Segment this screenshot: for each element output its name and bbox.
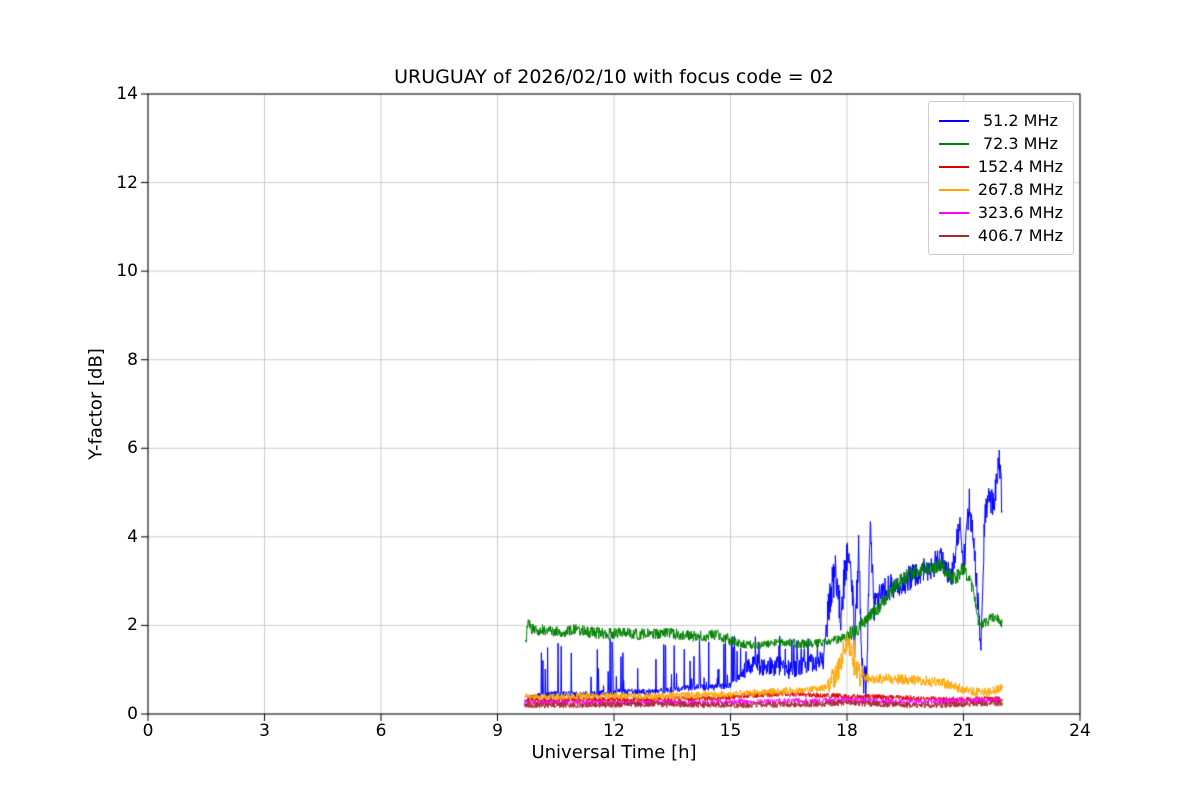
legend-label: 152.4 MHz [977, 157, 1063, 176]
legend-item: 267.8 MHz [938, 178, 1063, 201]
x-tick-label: 9 [492, 721, 503, 741]
legend-label: 72.3 MHz [977, 134, 1058, 153]
y-tick-label: 12 [116, 172, 138, 193]
legend-item: 406.7 MHz [938, 224, 1063, 247]
legend-item: 152.4 MHz [938, 155, 1063, 178]
x-axis-label: Universal Time [h] [531, 742, 697, 763]
chart-title: URUGUAY of 2026/02/10 with focus code = … [394, 66, 834, 88]
y-tick-label: 6 [127, 438, 138, 459]
legend-item: 72.3 MHz [938, 132, 1063, 155]
x-tick-label: 0 [142, 721, 154, 741]
x-tick-label: 3 [259, 721, 270, 741]
x-tick-label: 15 [719, 721, 742, 741]
legend-label: 267.8 MHz [977, 180, 1063, 199]
legend-line-sample [938, 165, 969, 168]
legend-label: 51.2 MHz [977, 111, 1058, 130]
x-tick-label: 21 [952, 721, 975, 741]
legend-label: 323.6 MHz [977, 203, 1063, 222]
y-tick-label: 2 [127, 615, 138, 636]
x-tick-label: 24 [1069, 721, 1091, 741]
x-tick-label: 18 [836, 721, 858, 741]
y-tick-label: 14 [116, 84, 138, 104]
x-tick-label: 6 [375, 721, 387, 741]
legend-line-sample [938, 211, 969, 214]
legend: 51.2 MHz 72.3 MHz 152.4 MHz 267.8 MHz 323.6… [927, 101, 1074, 255]
y-axis-label: Y-factor [dB] [85, 348, 107, 460]
y-tick-label: 8 [127, 349, 138, 370]
x-tick-label: 12 [603, 721, 625, 741]
legend-line-sample [938, 142, 969, 145]
y-tick-label: 0 [127, 704, 138, 724]
legend-line-sample [938, 234, 969, 237]
legend-line-sample [938, 188, 969, 191]
legend-item: 51.2 MHz [938, 109, 1063, 132]
legend-line-sample [938, 119, 969, 122]
legend-label: 406.7 MHz [977, 226, 1063, 245]
legend-item: 323.6 MHz [938, 201, 1063, 224]
y-tick-label: 4 [127, 526, 138, 547]
y-tick-label: 10 [116, 261, 138, 282]
